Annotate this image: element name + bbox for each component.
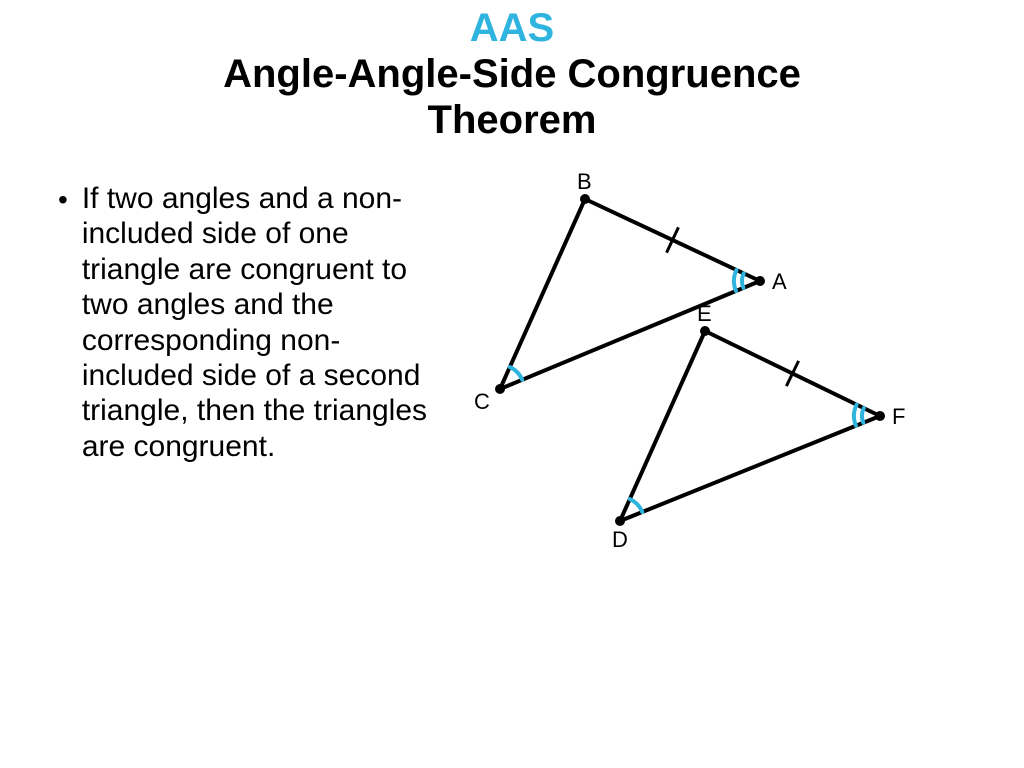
svg-text:F: F — [892, 404, 905, 429]
svg-text:E: E — [697, 301, 712, 326]
slide-title-block: AAS Angle-Angle-Side Congruence Theorem — [0, 0, 1024, 143]
title-abbrev: AAS — [0, 6, 1024, 51]
bullet-text: If two angles and a non-included side of… — [82, 181, 450, 464]
bullet-item: • If two angles and a non-included side … — [58, 181, 450, 464]
diagram-column: ABCEFD — [460, 181, 1024, 464]
content-row: • If two angles and a non-included side … — [0, 181, 1024, 464]
svg-text:D: D — [612, 527, 628, 552]
bullet-column: • If two angles and a non-included side … — [0, 181, 460, 464]
bullet-marker: • — [58, 183, 68, 217]
title-line-1: Angle-Angle-Side Congruence — [0, 51, 1024, 97]
svg-text:C: C — [474, 389, 490, 414]
congruent-triangles-diagram: A B C E F D — [460, 171, 980, 581]
svg-text:A: A — [772, 269, 787, 294]
svg-text:B: B — [577, 171, 592, 194]
title-line-2: Theorem — [0, 97, 1024, 143]
